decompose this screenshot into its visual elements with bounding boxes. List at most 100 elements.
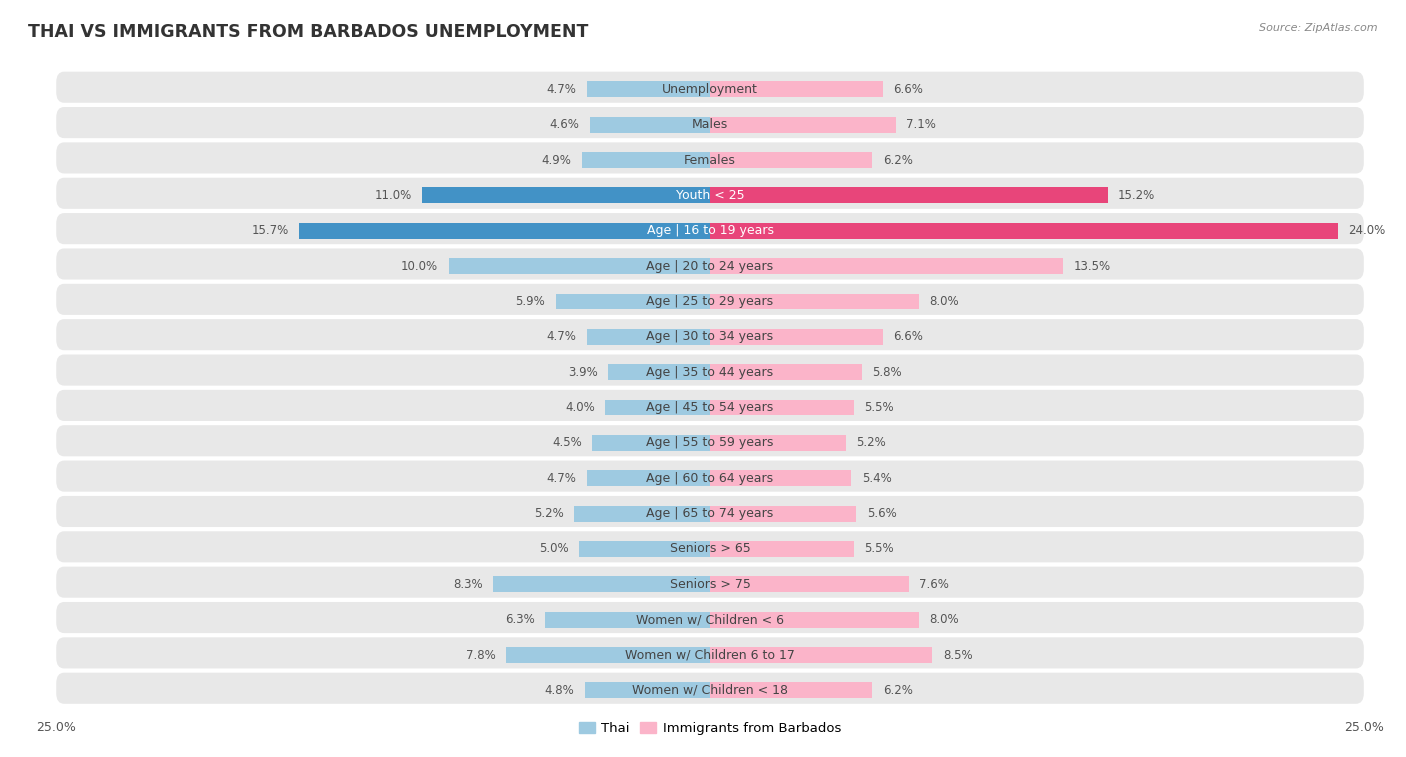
Text: 13.5%: 13.5% [1074, 260, 1111, 273]
Text: 8.3%: 8.3% [453, 578, 482, 590]
Bar [607, 364, 710, 380]
Bar [588, 329, 710, 344]
Text: Age | 55 to 59 years: Age | 55 to 59 years [647, 436, 773, 450]
Text: 5.2%: 5.2% [856, 436, 886, 450]
FancyBboxPatch shape [56, 178, 1364, 209]
Text: Source: ZipAtlas.com: Source: ZipAtlas.com [1260, 23, 1378, 33]
Text: Females: Females [685, 154, 735, 167]
Text: 4.6%: 4.6% [550, 118, 579, 131]
Bar [582, 152, 710, 168]
Bar [710, 82, 883, 98]
Bar [588, 470, 710, 486]
Bar [422, 188, 710, 204]
Text: 10.0%: 10.0% [401, 260, 439, 273]
Text: 5.4%: 5.4% [862, 472, 891, 484]
Text: 5.9%: 5.9% [516, 295, 546, 308]
Bar [710, 682, 872, 698]
Bar [574, 506, 710, 522]
Bar [592, 435, 710, 451]
Text: 7.6%: 7.6% [920, 578, 949, 590]
Text: 4.9%: 4.9% [541, 154, 571, 167]
Bar [506, 647, 710, 663]
Text: Women w/ Children 6 to 17: Women w/ Children 6 to 17 [626, 649, 794, 662]
Text: 7.1%: 7.1% [905, 118, 936, 131]
FancyBboxPatch shape [56, 496, 1364, 527]
Text: 5.2%: 5.2% [534, 507, 564, 520]
Legend: Thai, Immigrants from Barbados: Thai, Immigrants from Barbados [574, 717, 846, 740]
Text: Age | 30 to 34 years: Age | 30 to 34 years [647, 330, 773, 344]
Bar [710, 152, 872, 168]
Bar [606, 400, 710, 416]
Bar [546, 612, 710, 628]
Text: Age | 20 to 24 years: Age | 20 to 24 years [647, 260, 773, 273]
Text: 5.8%: 5.8% [872, 366, 901, 378]
Bar [579, 541, 710, 557]
Text: 6.2%: 6.2% [883, 684, 912, 697]
Text: 6.2%: 6.2% [883, 154, 912, 167]
Text: 8.5%: 8.5% [943, 649, 973, 662]
FancyBboxPatch shape [56, 673, 1364, 704]
Bar [710, 576, 908, 592]
Text: 5.6%: 5.6% [868, 507, 897, 520]
Bar [710, 329, 883, 344]
Text: 8.0%: 8.0% [929, 613, 959, 626]
Bar [710, 506, 856, 522]
FancyBboxPatch shape [56, 319, 1364, 350]
Text: Youth < 25: Youth < 25 [676, 189, 744, 202]
Bar [710, 541, 853, 557]
Bar [710, 400, 853, 416]
Text: 6.6%: 6.6% [893, 330, 922, 344]
Text: 4.7%: 4.7% [547, 330, 576, 344]
Bar [710, 188, 1108, 204]
Text: Males: Males [692, 118, 728, 131]
Bar [710, 647, 932, 663]
FancyBboxPatch shape [56, 354, 1364, 385]
Text: 24.0%: 24.0% [1348, 224, 1385, 237]
Bar [555, 294, 710, 310]
Text: Age | 65 to 74 years: Age | 65 to 74 years [647, 507, 773, 520]
FancyBboxPatch shape [56, 284, 1364, 315]
FancyBboxPatch shape [56, 248, 1364, 279]
Bar [710, 364, 862, 380]
Text: 5.0%: 5.0% [538, 543, 569, 556]
Text: THAI VS IMMIGRANTS FROM BARBADOS UNEMPLOYMENT: THAI VS IMMIGRANTS FROM BARBADOS UNEMPLO… [28, 23, 589, 41]
Text: 4.7%: 4.7% [547, 472, 576, 484]
Text: 8.0%: 8.0% [929, 295, 959, 308]
Text: Age | 16 to 19 years: Age | 16 to 19 years [647, 224, 773, 237]
Text: Age | 60 to 64 years: Age | 60 to 64 years [647, 472, 773, 484]
Text: 6.3%: 6.3% [505, 613, 534, 626]
Text: Women w/ Children < 6: Women w/ Children < 6 [636, 613, 785, 626]
FancyBboxPatch shape [56, 390, 1364, 421]
Bar [710, 435, 846, 451]
Bar [710, 294, 920, 310]
Bar [710, 612, 920, 628]
FancyBboxPatch shape [56, 637, 1364, 668]
Text: 3.9%: 3.9% [568, 366, 598, 378]
Text: 4.7%: 4.7% [547, 83, 576, 96]
Bar [449, 258, 710, 274]
Text: 6.6%: 6.6% [893, 83, 922, 96]
FancyBboxPatch shape [56, 602, 1364, 633]
Bar [585, 682, 710, 698]
Text: 4.8%: 4.8% [544, 684, 574, 697]
FancyBboxPatch shape [56, 213, 1364, 245]
Text: 5.5%: 5.5% [865, 401, 894, 414]
FancyBboxPatch shape [56, 142, 1364, 173]
Text: 4.0%: 4.0% [565, 401, 595, 414]
Bar [710, 223, 1337, 238]
FancyBboxPatch shape [56, 567, 1364, 598]
Text: Unemployment: Unemployment [662, 83, 758, 96]
FancyBboxPatch shape [56, 531, 1364, 562]
Bar [588, 82, 710, 98]
FancyBboxPatch shape [56, 72, 1364, 103]
Text: 15.7%: 15.7% [252, 224, 290, 237]
Bar [710, 470, 851, 486]
Text: 7.8%: 7.8% [465, 649, 495, 662]
Text: Age | 45 to 54 years: Age | 45 to 54 years [647, 401, 773, 414]
Bar [299, 223, 710, 238]
Text: 15.2%: 15.2% [1118, 189, 1156, 202]
Bar [710, 117, 896, 132]
Text: Women w/ Children < 18: Women w/ Children < 18 [633, 684, 787, 697]
Bar [589, 117, 710, 132]
Bar [710, 258, 1063, 274]
